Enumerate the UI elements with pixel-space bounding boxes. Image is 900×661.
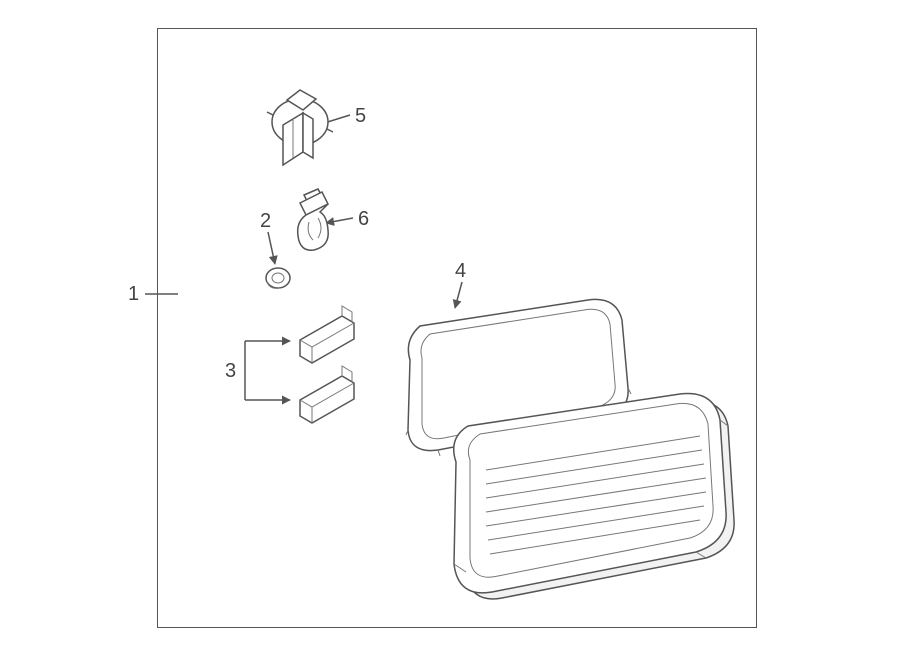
part-grommet <box>266 268 290 288</box>
leader-4 <box>455 282 462 308</box>
part-guide-upper <box>300 306 354 363</box>
part-guide-lower <box>300 366 354 423</box>
part-socket <box>267 90 333 165</box>
diagram-stage: 1 2 3 4 5 6 <box>0 0 900 661</box>
leader-2 <box>268 232 275 264</box>
part-bulb <box>298 189 329 250</box>
diagram-svg <box>0 0 900 661</box>
part-lens <box>454 394 734 599</box>
leader-6 <box>326 218 353 223</box>
